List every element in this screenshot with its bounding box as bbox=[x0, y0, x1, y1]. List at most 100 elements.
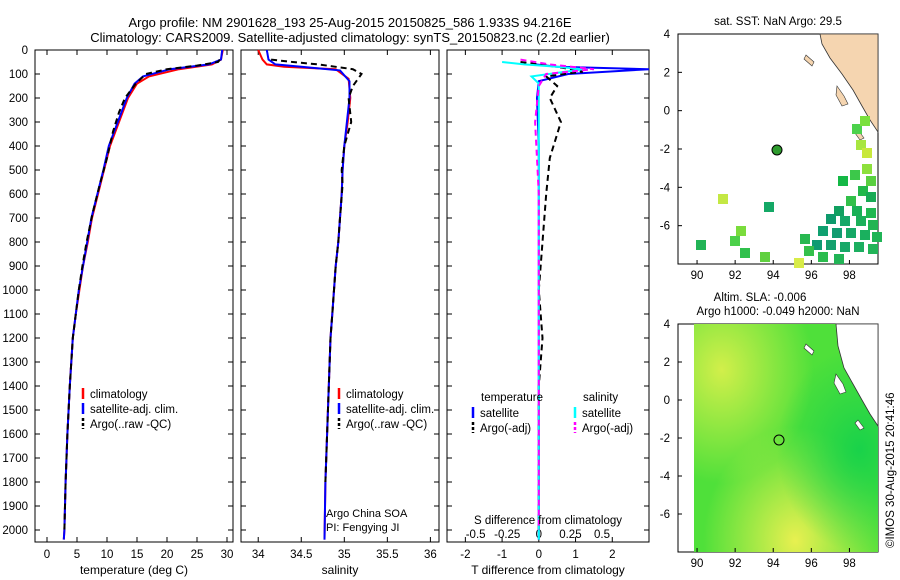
legend-title-salinity: salinity bbox=[583, 392, 618, 404]
x-tick-label: 35.5 bbox=[376, 549, 398, 561]
sst-cell bbox=[868, 220, 878, 230]
s-tick-label: 0.25 bbox=[559, 529, 581, 541]
y-tick-label: 400 bbox=[9, 141, 28, 153]
x-axis-label: T difference from climatology bbox=[471, 563, 625, 577]
map-x-tick-label: 92 bbox=[729, 558, 742, 570]
sst-cell bbox=[840, 216, 850, 226]
y-tick-label: 800 bbox=[9, 237, 28, 249]
sst-cell bbox=[804, 246, 814, 256]
y-tick-label: 300 bbox=[9, 117, 28, 129]
sst-cell bbox=[858, 186, 868, 196]
s-tick-label: 0.5 bbox=[594, 529, 610, 541]
y-tick-label: 1100 bbox=[3, 309, 28, 321]
map-y-tick-label: 4 bbox=[664, 319, 671, 331]
difference-panel: -2 -1 0 1 2-0.5 -0.25 0 0.25 0.5T difference fro… bbox=[446, 49, 650, 577]
x-tick-label: 5 bbox=[74, 549, 80, 561]
plot-frame bbox=[240, 49, 440, 543]
sst-cell bbox=[846, 228, 856, 238]
sst-cell bbox=[834, 254, 844, 264]
sst-cell bbox=[826, 240, 836, 250]
x-tick-label: 0 bbox=[44, 549, 50, 561]
annotation-line: Argo China SOA bbox=[326, 508, 408, 520]
plot-frame bbox=[446, 49, 650, 543]
y-tick-label: 600 bbox=[9, 189, 28, 201]
x-tick-label: 20 bbox=[161, 549, 174, 561]
legend-label: Argo(..raw -QC) bbox=[346, 419, 427, 431]
legend-label: satellite-adj. clim. bbox=[90, 404, 178, 416]
sst-cell bbox=[764, 202, 774, 212]
sst-cells bbox=[696, 116, 882, 268]
sst-cell bbox=[854, 242, 864, 252]
s-tick-label: -0.5 bbox=[466, 529, 486, 541]
s-difference-label: S difference from climatology bbox=[474, 515, 622, 527]
sst-cell bbox=[800, 234, 810, 244]
header-line2: Climatology: CARS2009. Satellite-adjuste… bbox=[90, 30, 610, 45]
x-tick-label: 1 bbox=[572, 549, 578, 561]
sst-cell bbox=[852, 206, 862, 216]
argo-marker-sla bbox=[773, 434, 785, 446]
sst-cell bbox=[866, 176, 876, 186]
x-tick-label: 34 bbox=[252, 549, 265, 561]
sumatra-coastline-sst bbox=[819, 33, 879, 134]
series-line-2 bbox=[270, 58, 363, 483]
y-tick-label: 700 bbox=[9, 213, 28, 225]
plot-frame bbox=[34, 49, 234, 543]
y-tick-label: 1400 bbox=[2, 381, 28, 393]
x-tick-label: 0 bbox=[536, 549, 542, 561]
map-x-tick-label: 94 bbox=[767, 270, 780, 282]
series-line-3 bbox=[520, 58, 595, 530]
sst-cell bbox=[832, 228, 842, 238]
y-tick-label: 2000 bbox=[2, 525, 28, 537]
sst-cell bbox=[866, 192, 876, 202]
y-tick-label: 1600 bbox=[2, 429, 28, 441]
y-tick-label: 1700 bbox=[2, 453, 28, 465]
s-tick-label: -0.25 bbox=[494, 529, 520, 541]
legend-label: climatology bbox=[90, 389, 148, 401]
map-y-tick-label: -4 bbox=[660, 471, 671, 483]
sst-cell bbox=[812, 240, 822, 250]
map-y-tick-label: -4 bbox=[660, 182, 671, 194]
sst-cell bbox=[760, 252, 770, 262]
y-tick-label: 1300 bbox=[2, 357, 28, 369]
sst-cell bbox=[718, 194, 728, 204]
x-tick-label: -2 bbox=[460, 549, 470, 561]
x-tick-label: 35 bbox=[338, 549, 351, 561]
sst-cell bbox=[818, 252, 828, 262]
sst-cell bbox=[834, 206, 844, 216]
map-x-tick-label: 96 bbox=[805, 558, 818, 570]
sumatra-coastline-sla bbox=[835, 323, 879, 428]
map-y-tick-label: -2 bbox=[660, 433, 670, 445]
map-y-tick-label: 2 bbox=[664, 357, 670, 369]
temperature-panel: 0 5 10 15 20 25 30 temperature (deg C) 0 100 200 30… bbox=[2, 45, 234, 577]
y-tick-label: 0 bbox=[22, 45, 28, 57]
sst-cell bbox=[860, 116, 870, 126]
x-tick-label: 15 bbox=[131, 549, 144, 561]
sst-cell bbox=[826, 214, 836, 224]
sst-cell bbox=[850, 170, 860, 180]
map-x-tick-label: 96 bbox=[805, 270, 818, 282]
island-siberut-sla bbox=[854, 419, 865, 431]
annotation-line: PI: Fengying JI bbox=[326, 522, 399, 534]
x-axis-label: salinity bbox=[322, 563, 359, 577]
x-tick-label: -1 bbox=[497, 549, 507, 561]
imos-stamp: ©IMOS 30-Aug-2015 20:41:46 bbox=[885, 392, 897, 548]
sst-cell bbox=[852, 124, 862, 134]
sst-cell bbox=[868, 244, 878, 254]
sst-cell bbox=[794, 258, 804, 268]
y-tick-label: 1800 bbox=[2, 477, 28, 489]
series-line-2 bbox=[63, 58, 221, 531]
legend-title-temperature: temperature bbox=[481, 392, 543, 404]
sla-axes: 90 92 94 96 98 4 2 0 -2 -4 -6 bbox=[660, 319, 856, 570]
legend-label: Argo(..raw -QC) bbox=[90, 419, 171, 431]
y-tick-label: 1200 bbox=[2, 333, 28, 345]
sla-title-line1: Altim. SLA: -0.006 bbox=[714, 292, 807, 304]
map-x-tick-label: 94 bbox=[767, 558, 780, 570]
map-x-tick-label: 90 bbox=[691, 558, 704, 570]
sst-cell bbox=[818, 226, 828, 236]
y-tick-label: 900 bbox=[9, 261, 28, 273]
sla-map-panel: Altim. SLA: -0.006 Argo h1000: -0.049 h2… bbox=[660, 292, 879, 570]
sst-cell bbox=[856, 216, 866, 226]
x-axis-label: temperature (deg C) bbox=[80, 563, 188, 577]
map-x-tick-label: 98 bbox=[843, 558, 856, 570]
